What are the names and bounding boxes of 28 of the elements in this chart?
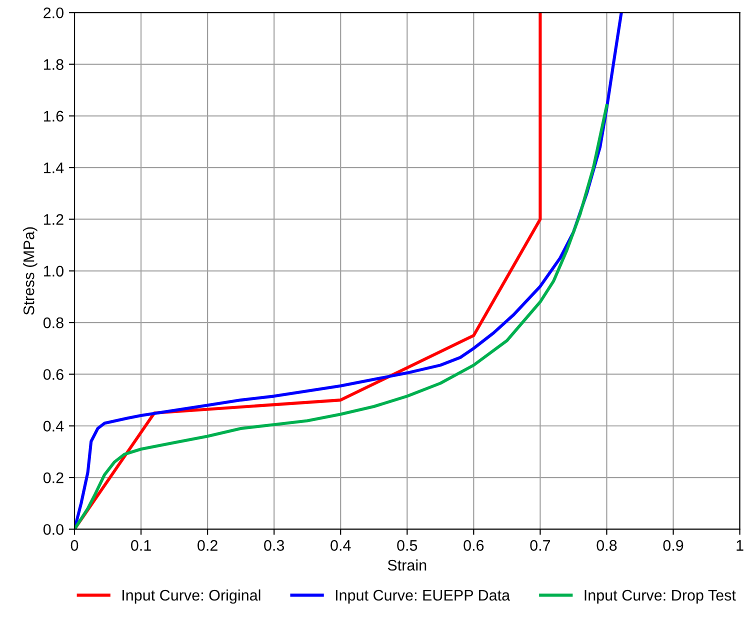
x-tick-label: 0.3 [264,540,284,551]
legend-label: Input Curve: EUEPP Data [336,590,510,604]
line-series [74,104,608,530]
y-tick-label: 0.8 [43,317,64,328]
y-tick-label: 0.2 [43,472,64,484]
y-tick-label: 0.4 [43,420,64,432]
y-axis-title: Stress (MPa) [23,227,38,315]
y-tick-label: 1.6 [44,110,64,122]
x-tick-label: 0.9 [663,540,684,551]
x-tick-label: 0.2 [198,540,218,551]
y-tick-label: 1.8 [44,59,64,70]
x-tick-label: 0.5 [397,540,418,551]
x-tick-label: 0.1 [131,540,151,551]
x-tick-label: 0.8 [596,540,617,551]
y-tick-label: 2.0 [44,7,64,18]
x-tick-label: 0.4 [330,540,351,551]
x-tick-label: 1 [736,540,744,551]
y-tick-label: 1.0 [44,266,64,277]
x-axis-title: Strain [388,559,426,571]
y-tick-label: 1.4 [44,162,64,174]
legend-label: Input Curve: Drop Test [584,590,736,604]
y-tick-label: 0.0 [43,524,64,535]
y-tick-label: 1.2 [44,214,64,225]
x-tick-label: 0.6 [464,540,484,551]
legend-label: Input Curve: Original [122,589,260,604]
x-tick-label: 0 [70,540,78,551]
x-tick-label: 0.7 [530,540,550,551]
y-tick-label: 0.6 [43,369,64,380]
